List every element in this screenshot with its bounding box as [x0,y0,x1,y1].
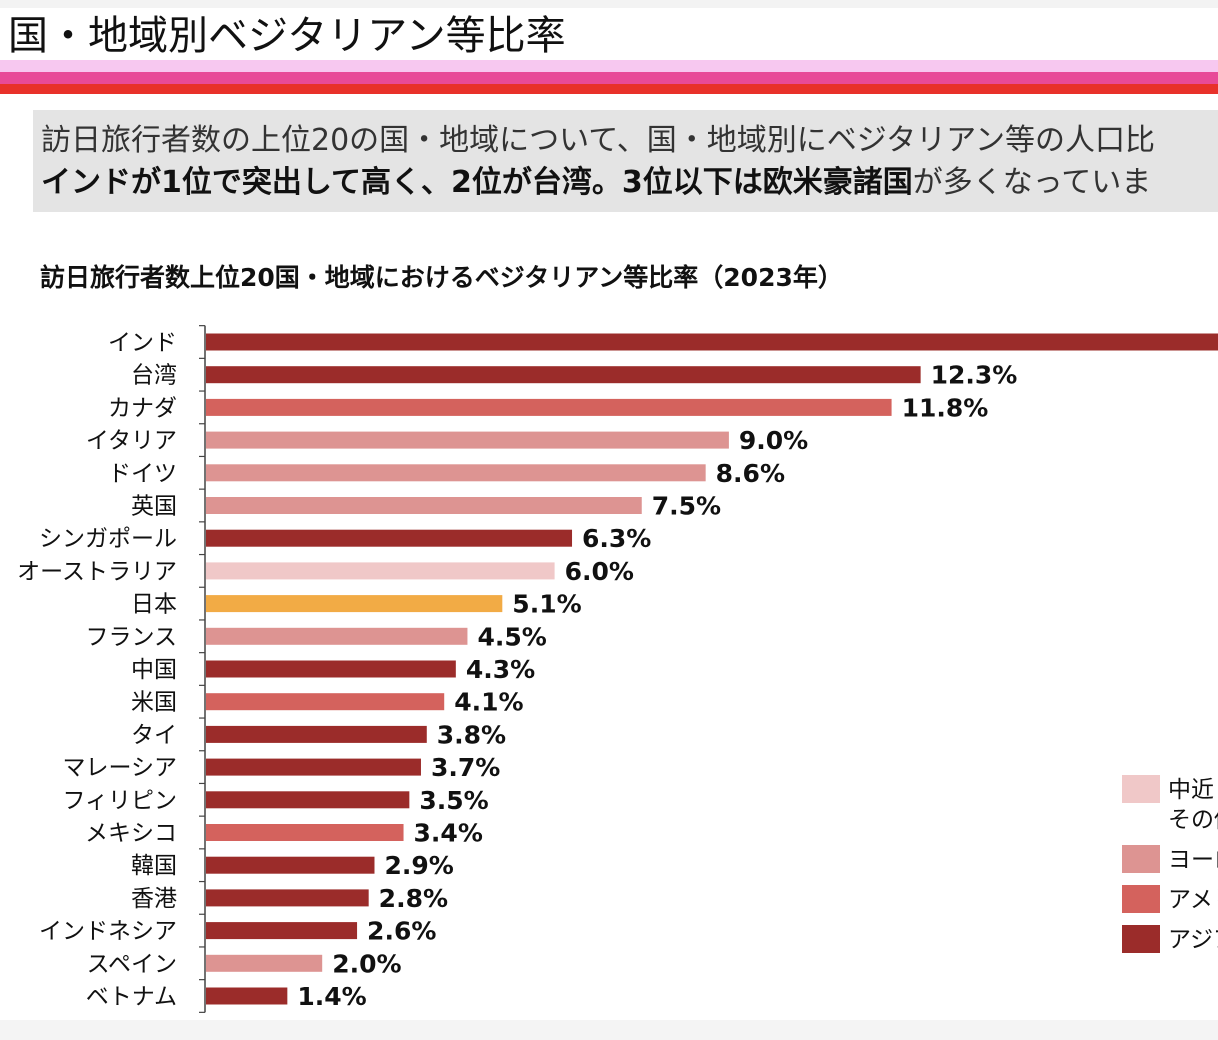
value-label: 3.4% [414,819,483,848]
bar [206,431,729,449]
bar [206,660,456,678]
category-label: 英国 [131,494,177,520]
bar [206,824,404,841]
category-label: 日本 [131,592,177,618]
bar [206,954,323,972]
bar [206,889,369,907]
legend-label: アジア [1168,927,1218,953]
value-label: 6.3% [582,524,651,553]
value-label: 9.0% [739,426,808,455]
legend-swatch [1122,925,1160,953]
legend-label: ヨーロ [1168,847,1218,873]
bar [206,693,445,711]
category-label: 中国 [131,657,177,683]
bar [206,398,892,416]
header-band-red [0,84,1218,94]
bar [206,725,427,743]
category-label: 台湾 [131,363,177,389]
value-label: 3.7% [431,753,500,782]
value-label: 6.0% [565,557,634,586]
value-label: 2.6% [367,917,436,946]
bottom-strip [0,1020,1218,1040]
legend-swatch [1122,775,1160,803]
category-label: オーストラリア [17,559,177,585]
summary-rest: が多くなっていま [912,165,1152,200]
bar [206,497,642,514]
bar [206,366,921,384]
category-label: 韓国 [131,853,177,879]
page-title: 国・地域別ベジタリアン等比率 [8,13,566,59]
header-band-magenta [0,72,1218,84]
value-label: 1.4% [297,982,366,1011]
legend-label-line2: その他 [1168,807,1218,833]
bar [206,791,410,809]
category-label: フィリピン [62,788,177,814]
value-label: 12.3% [931,361,1018,390]
category-label: メキシコ [85,821,177,847]
bar [206,856,375,874]
category-label: シンガポール [39,526,177,552]
category-label: インド [108,330,177,356]
legend-label: アメリ [1168,887,1218,913]
value-label: 8.6% [716,459,785,488]
category-label: スペイン [87,951,177,977]
category-label: 香港 [131,886,177,912]
summary-emphasis: インドが1位で突出して高く、2位が台湾。3位以下は欧米豪諸国 [41,165,913,200]
value-label: 3.5% [419,786,488,815]
legend-label: 中近 [1168,777,1214,803]
category-label: マレーシア [62,755,177,781]
bar [206,595,503,613]
bar [206,758,421,776]
category-label: タイ [131,722,177,748]
category-label: ドイツ [108,461,177,487]
legend-swatch [1122,885,1160,913]
category-label: インドネシア [39,919,177,945]
summary-box: 訪日旅行者数の上位20の国・地域について、国・地域別にベジタリアン等の人口比 イ… [33,110,1218,212]
category-label: イタリア [86,428,177,454]
bar [206,464,706,482]
value-label: 5.1% [512,590,581,619]
value-label: 3.8% [437,720,506,749]
summary-line-2: インドが1位で突出して高く、2位が台湾。3位以下は欧米豪諸国が多くなっていま [41,164,1151,202]
category-label: フランス [85,624,177,650]
value-label: 2.8% [379,884,448,913]
value-label: 4.3% [466,655,535,684]
value-label: 7.5% [652,492,721,521]
legend-swatch [1122,845,1160,873]
category-label: ベトナム [86,984,177,1010]
value-label: 2.9% [384,851,453,880]
chart-title: 訪日旅行者数上位20国・地域におけるベジタリアン等比率（2023年） [40,263,843,292]
value-label: 4.1% [454,688,523,717]
summary-line-1: 訪日旅行者数の上位20の国・地域について、国・地域別にベジタリアン等の人口比 [41,123,1155,158]
bar [206,627,468,645]
value-label: 4.5% [477,622,546,651]
bar [206,333,1218,351]
bar [206,922,358,940]
bar [206,529,573,547]
category-label: 米国 [131,690,177,716]
value-label: 2.0% [332,949,401,978]
category-label: カナダ [108,395,177,421]
top-strip [0,0,1218,8]
bar [206,562,555,580]
header-band-pink [0,60,1218,72]
value-label: 11.8% [902,393,989,422]
bar [206,987,288,1005]
